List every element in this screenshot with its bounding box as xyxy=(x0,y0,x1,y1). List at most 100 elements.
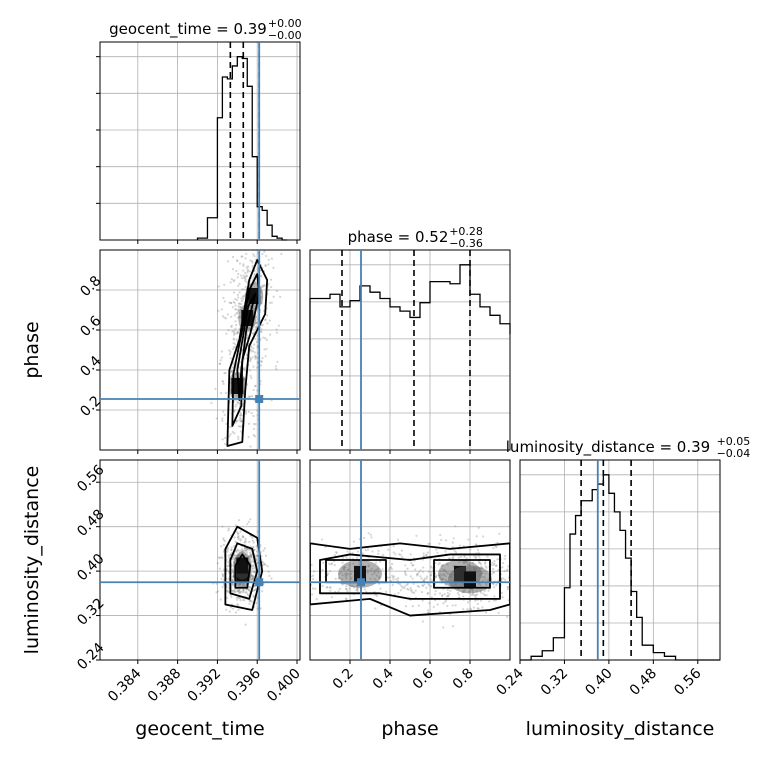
scatter-point xyxy=(485,566,488,569)
scatter-point xyxy=(506,615,509,618)
scatter-point xyxy=(553,598,555,600)
y-tick-label: 0.32 xyxy=(74,595,107,628)
scatter-point xyxy=(226,479,228,481)
scatter-point xyxy=(238,282,241,286)
scatter-point xyxy=(233,561,236,564)
scatter-point xyxy=(427,542,430,545)
scatter-point xyxy=(419,575,422,578)
scatter-point xyxy=(406,567,409,570)
panel-content xyxy=(211,518,273,626)
scatter-point xyxy=(371,573,374,576)
scatter-point xyxy=(422,570,425,573)
density-peak xyxy=(464,571,476,588)
scatter-point xyxy=(245,280,248,284)
scatter-point xyxy=(252,595,255,598)
scatter-point xyxy=(244,539,247,542)
scatter-point xyxy=(248,187,250,189)
scatter-point xyxy=(233,279,236,282)
panel-title: geocent_time = 0.39 xyxy=(109,20,267,39)
scatter-point xyxy=(232,560,236,564)
scatter-point xyxy=(530,563,532,565)
scatter-point xyxy=(214,387,217,390)
scatter-point xyxy=(221,419,224,422)
scatter-point xyxy=(326,586,329,589)
scatter-point xyxy=(328,570,332,573)
scatter-point xyxy=(252,594,255,597)
scatter-point xyxy=(234,297,237,301)
scatter-point xyxy=(363,588,366,591)
scatter-point xyxy=(227,329,230,332)
contour-line xyxy=(224,525,264,611)
scatter-point xyxy=(241,551,244,554)
scatter-point xyxy=(252,541,255,544)
scatter-point xyxy=(236,401,239,404)
scatter-point xyxy=(235,403,238,406)
scatter-point xyxy=(463,562,466,565)
scatter-point xyxy=(447,594,450,597)
scatter-point xyxy=(232,589,235,592)
scatter-point xyxy=(253,435,257,438)
scatter-point xyxy=(449,575,452,578)
scatter-point xyxy=(437,563,440,566)
scatter-point xyxy=(218,567,221,570)
scatter-point xyxy=(494,599,498,602)
scatter-point xyxy=(479,561,482,564)
scatter-point xyxy=(356,586,359,589)
scatter-point xyxy=(221,315,224,318)
scatter-point xyxy=(221,556,224,560)
scatter-point xyxy=(390,567,393,570)
scatter-point xyxy=(280,252,283,256)
scatter-point xyxy=(342,567,345,571)
scatter-point xyxy=(240,548,244,551)
title-upper-error: +0.28 xyxy=(449,225,483,238)
scatter-point xyxy=(240,288,244,291)
scatter-point xyxy=(479,591,482,594)
scatter-point xyxy=(254,423,257,426)
scatter-point xyxy=(432,605,435,609)
scatter-point xyxy=(232,300,235,303)
panel-frame xyxy=(99,459,301,661)
scatter-point xyxy=(428,542,432,545)
scatter-point xyxy=(472,606,476,609)
scatter-point xyxy=(429,577,432,580)
scatter-point xyxy=(533,556,535,558)
scatter-point xyxy=(444,583,447,586)
scatter-point xyxy=(232,363,235,366)
scatter-point xyxy=(381,568,384,571)
scatter-point xyxy=(260,290,263,294)
scatter-point xyxy=(362,536,366,540)
scatter-point xyxy=(495,584,498,587)
scatter-point xyxy=(366,569,369,572)
scatter-point xyxy=(458,561,461,564)
scatter-point xyxy=(277,324,280,327)
scatter-point xyxy=(228,435,231,438)
scatter-point xyxy=(270,285,273,289)
scatter-point xyxy=(227,590,230,594)
scatter-point xyxy=(254,356,257,359)
scatter-point xyxy=(252,564,255,567)
scatter-point xyxy=(228,349,231,352)
scatter-point xyxy=(221,438,224,441)
scatter-point xyxy=(254,354,257,357)
scatter-point xyxy=(260,230,262,232)
scatter-point xyxy=(492,583,495,586)
scatter-point xyxy=(242,379,246,382)
scatter-point xyxy=(249,554,252,557)
scatter-point xyxy=(251,332,255,335)
scatter-point xyxy=(253,241,255,243)
scatter-point xyxy=(239,425,242,428)
scatter-point xyxy=(446,588,449,591)
scatter-point xyxy=(243,377,246,381)
scatter-point xyxy=(479,584,482,587)
scatter-point xyxy=(224,371,227,375)
y-axis-label-phase: phase xyxy=(21,321,43,378)
scatter-point xyxy=(411,564,414,567)
scatter-point xyxy=(261,357,264,360)
scatter-point xyxy=(241,408,244,411)
scatter-point xyxy=(227,529,230,532)
scatter-point xyxy=(379,587,382,590)
scatter-point xyxy=(247,594,250,597)
scatter-point xyxy=(226,548,229,551)
scatter-point xyxy=(248,422,251,425)
scatter-point xyxy=(255,340,258,343)
